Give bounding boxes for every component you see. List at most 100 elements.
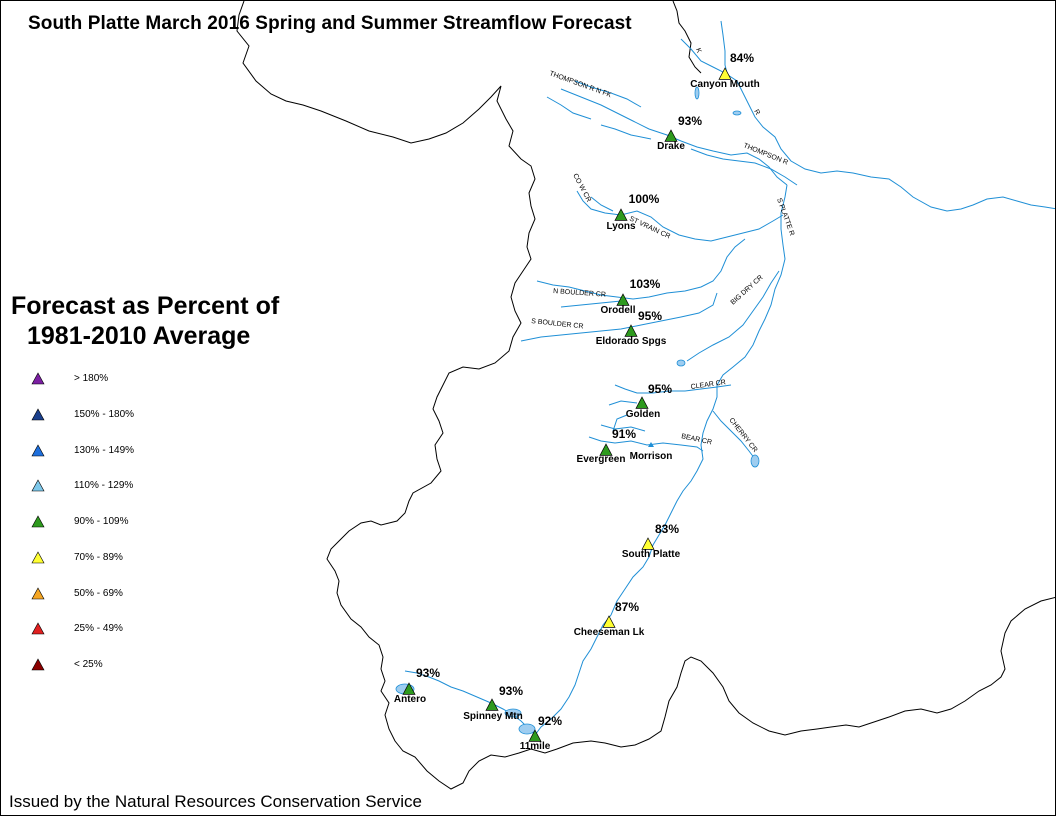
lake-canyon (732, 110, 742, 116)
station-percent-label: 93% (678, 114, 702, 128)
river-north-fork (560, 88, 788, 186)
legend-triangle-icon (31, 372, 45, 385)
station-name-label: 11mile (520, 741, 551, 752)
river-north-boulder (536, 238, 746, 300)
legend-triangle-icon (31, 444, 45, 457)
legend-item: 150% - 180% (31, 408, 231, 422)
station-triangle-icon (528, 729, 542, 742)
station-name-label: South Platte (622, 549, 681, 560)
legend-triangle-icon (31, 551, 45, 564)
station-triangle-icon (718, 67, 732, 80)
station-percent-label: 84% (730, 51, 754, 65)
station-name-label: Orodell (600, 305, 635, 316)
station-point-icon (648, 442, 654, 447)
river-clear-trib (608, 400, 638, 406)
river-name-label: THOMPSON R N FK (548, 70, 612, 99)
legend-label: 25% - 49% (74, 623, 123, 634)
river-boulder-trib (560, 300, 622, 308)
river-name-label: S BOULDER CR (531, 318, 584, 330)
station-triangle-icon (664, 129, 678, 142)
legend-triangle-icon (31, 622, 45, 635)
station-marker: Golden 95% (626, 382, 673, 420)
station-percent-label: 93% (499, 684, 523, 698)
station-triangle-icon (402, 682, 416, 695)
legend-title-line2: 1981-2010 Average (27, 322, 251, 350)
station-marker: Morrison (630, 442, 673, 462)
station-percent-label: 87% (615, 600, 639, 614)
station-marker: Drake 93% (657, 114, 702, 152)
legend-label: 150% - 180% (74, 409, 135, 420)
legend-item: < 25% (31, 658, 231, 672)
station-marker: Evergreen 91% (577, 427, 637, 465)
lake-cherry (750, 454, 760, 468)
station-name-label: Evergreen (577, 454, 626, 465)
river-name-label: CHERRY CR (727, 417, 758, 454)
station-name-label: Cheeseman Lk (574, 627, 645, 638)
station-name-label: Antero (394, 694, 426, 705)
legend-item: 90% - 109% (31, 515, 231, 529)
river-trib-b (600, 124, 652, 140)
basin-boundary-north (672, 1, 702, 74)
river-trib-a (546, 96, 592, 120)
legend-item: 70% - 89% (31, 551, 231, 565)
station-marker: Spinney Mtn 93% (463, 684, 523, 722)
legend-title-line1: Forecast as Percent of (11, 292, 280, 320)
legend-item: 110% - 129% (31, 479, 231, 493)
station-marker: Cheeseman Lk 87% (574, 600, 645, 638)
river-thompson (690, 148, 798, 186)
river-big-thompson (680, 38, 1055, 212)
river-south-platte (534, 184, 788, 736)
river-name-label: CLEAR CR (690, 379, 726, 391)
station-name-label: Eldorado Spgs (596, 336, 667, 347)
station-name-label: Morrison (630, 451, 673, 462)
legend-triangle-icon (31, 479, 45, 492)
legend-item: 130% - 149% (31, 444, 231, 458)
river-north-fork-trib (574, 80, 642, 108)
station-marker: Eldorado Spgs 95% (596, 309, 667, 347)
legend-label: 90% - 109% (74, 516, 129, 527)
river-st-vrain-trib (590, 196, 614, 212)
river-upper-south-platte (404, 670, 536, 736)
legend-label: 70% - 89% (74, 552, 123, 563)
river-st-vrain (576, 190, 784, 242)
station-triangle-icon (624, 324, 638, 337)
legend-label: 110% - 129% (74, 480, 134, 491)
station-triangle-icon (485, 698, 499, 711)
station-name-label: Spinney Mtn (463, 711, 522, 722)
station-marker: South Platte 83% (622, 522, 681, 560)
basin-boundary (236, 1, 1055, 790)
legend-title: Forecast as Percent of 1981-2010 Average (11, 291, 279, 351)
station-triangle-icon (641, 537, 655, 550)
legend-item: > 180% (31, 372, 231, 386)
station-marker: 11mile 92% (520, 714, 563, 752)
river-network (396, 20, 1055, 736)
station-triangle-icon (599, 443, 613, 456)
legend-label: 130% - 149% (74, 445, 135, 456)
station-triangle-icon (602, 615, 616, 628)
lake-north (694, 86, 700, 100)
river-canyon-branch (720, 20, 728, 74)
legend-label: > 180% (74, 373, 109, 384)
river-name-label: BEAR CR (681, 433, 713, 446)
river-bear-trib (600, 424, 646, 432)
station-percent-label: 83% (655, 522, 679, 536)
legend-triangle-icon (31, 408, 45, 421)
river-name-label: N BOULDER CR (553, 288, 606, 299)
river-name-label: S PLATTE R (775, 197, 795, 237)
station-marker: Lyons 100% (606, 192, 659, 232)
river-name-label: K (694, 47, 702, 54)
map-title: South Platte March 2016 Spring and Summe… (28, 13, 632, 34)
legend-triangle-icon (31, 587, 45, 600)
lake-boulder (676, 359, 686, 367)
station-marker: Canyon Mouth 84% (690, 51, 759, 90)
station-percent-label: 100% (629, 192, 660, 206)
station-name-label: Drake (657, 141, 685, 152)
station-percent-label: 91% (612, 427, 636, 441)
station-percent-label: 95% (648, 382, 672, 396)
legend-label: 50% - 69% (74, 588, 123, 599)
station-name-label: Golden (626, 409, 660, 420)
legend-triangle-icon (31, 515, 45, 528)
station-marker: Antero 93% (394, 666, 440, 705)
